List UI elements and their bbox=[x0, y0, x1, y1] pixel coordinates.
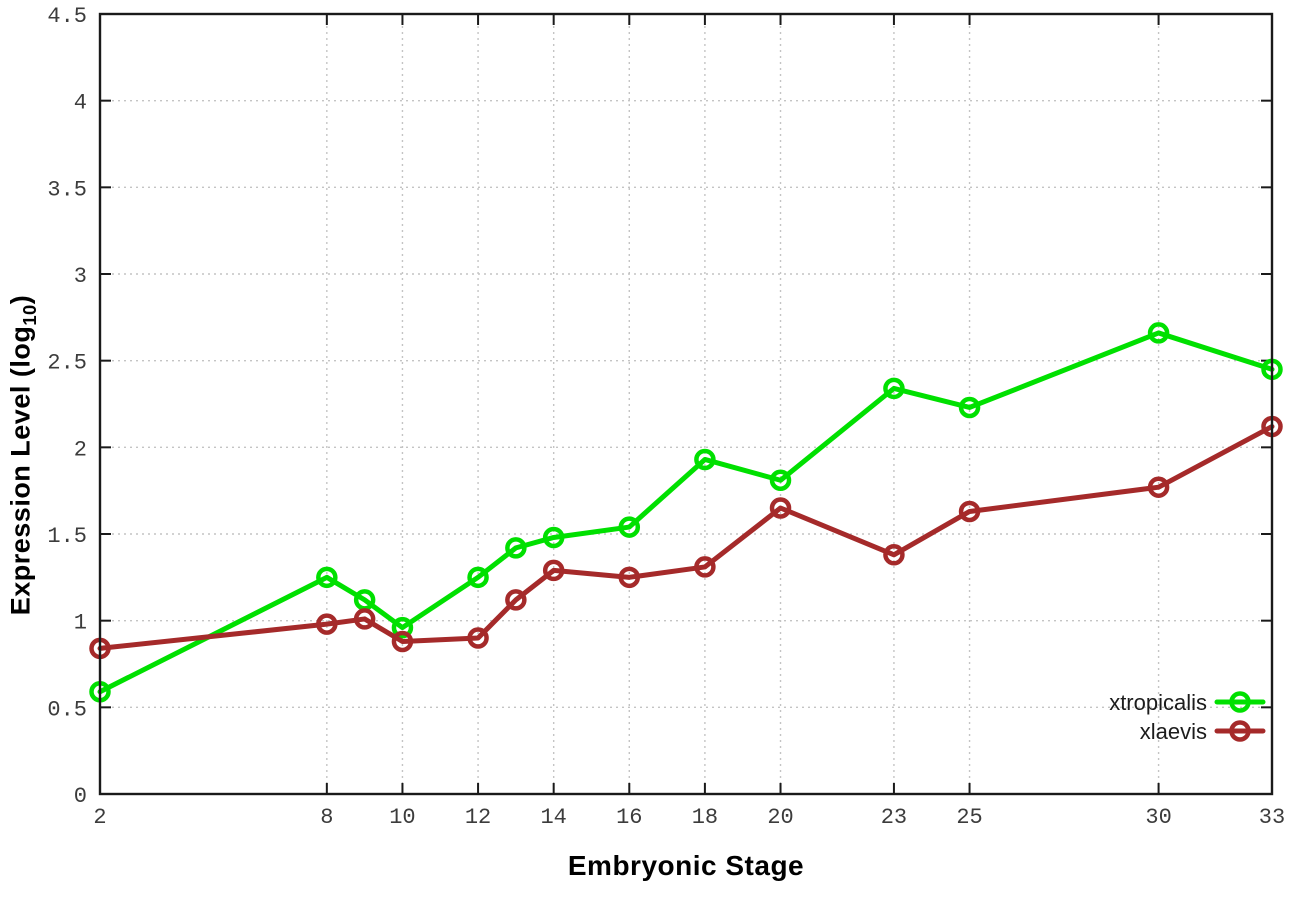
series-line-xtropicalis bbox=[97, 330, 1275, 695]
y-tick-label: 2 bbox=[74, 437, 87, 462]
data-point-xlaevis bbox=[958, 500, 981, 523]
data-point-xtropicalis bbox=[542, 526, 565, 549]
x-tick-label: 8 bbox=[320, 805, 333, 830]
x-tick-label: 18 bbox=[692, 805, 718, 830]
legend-marker-xtropicalis bbox=[1229, 691, 1251, 713]
data-point-xlaevis bbox=[316, 613, 338, 635]
y-axis-title: Expression Level (log10) bbox=[5, 294, 40, 616]
y-tick-label: 1 bbox=[74, 611, 87, 636]
x-tick-label: 25 bbox=[956, 805, 982, 830]
x-tick-label: 20 bbox=[767, 805, 793, 830]
data-point-xtropicalis bbox=[769, 469, 792, 492]
legend-label-xtropicalis: xtropicalis bbox=[1109, 690, 1207, 715]
y-tick-label: 0 bbox=[74, 784, 87, 809]
y-tick-label: 3.5 bbox=[47, 177, 87, 202]
data-point-xlaevis bbox=[542, 559, 565, 582]
data-point-xtropicalis bbox=[883, 377, 905, 400]
plot-border bbox=[98, 12, 1274, 796]
y-axis-title-close: ) bbox=[5, 294, 36, 305]
data-point-xlaevis bbox=[694, 556, 716, 578]
x-tick-label: 30 bbox=[1145, 805, 1171, 830]
data-point-xlaevis bbox=[505, 589, 527, 611]
data-point-xlaevis bbox=[353, 608, 376, 630]
legend-marker-xlaevis bbox=[1229, 720, 1251, 742]
x-tick-label: 23 bbox=[881, 805, 907, 830]
data-point-xtropicalis bbox=[505, 537, 527, 559]
data-point-xlaevis bbox=[618, 566, 641, 589]
y-tick-label: 4 bbox=[74, 91, 87, 116]
data-point-xlaevis bbox=[467, 627, 489, 649]
x-tick-label: 16 bbox=[616, 805, 642, 830]
legend-label-xlaevis: xlaevis bbox=[1140, 719, 1207, 744]
data-point-xlaevis bbox=[883, 544, 905, 566]
x-tick-label: 2 bbox=[93, 805, 106, 830]
data-point-xlaevis bbox=[769, 497, 792, 519]
data-point-xtropicalis bbox=[618, 516, 641, 538]
data-point-xtropicalis bbox=[467, 566, 489, 589]
y-tick-label: 1.5 bbox=[47, 524, 87, 549]
data-point-xlaevis bbox=[391, 630, 414, 653]
series-line-xlaevis bbox=[97, 424, 1275, 651]
x-tick-label: 10 bbox=[389, 805, 415, 830]
x-axis-title: Embryonic Stage bbox=[567, 850, 805, 881]
y-tick-label: 2.5 bbox=[47, 351, 87, 376]
y-tick-label: 4.5 bbox=[47, 4, 87, 29]
data-point-xtropicalis bbox=[694, 448, 716, 471]
y-axis-title-text: Expression Level (log bbox=[5, 325, 36, 616]
x-tick-label: 14 bbox=[540, 805, 566, 830]
x-tick-label: 33 bbox=[1259, 805, 1285, 830]
y-axis-title-subscript: 10 bbox=[18, 304, 40, 326]
y-tick-label: 3 bbox=[74, 264, 87, 289]
data-point-xtropicalis bbox=[316, 566, 338, 589]
y-tick-label: 0.5 bbox=[47, 697, 87, 722]
data-point-xtropicalis bbox=[391, 616, 414, 639]
data-point-xlaevis bbox=[1147, 476, 1170, 498]
x-tick-label: 12 bbox=[465, 805, 491, 830]
data-point-xtropicalis bbox=[1147, 322, 1170, 344]
data-point-xtropicalis bbox=[958, 396, 981, 419]
